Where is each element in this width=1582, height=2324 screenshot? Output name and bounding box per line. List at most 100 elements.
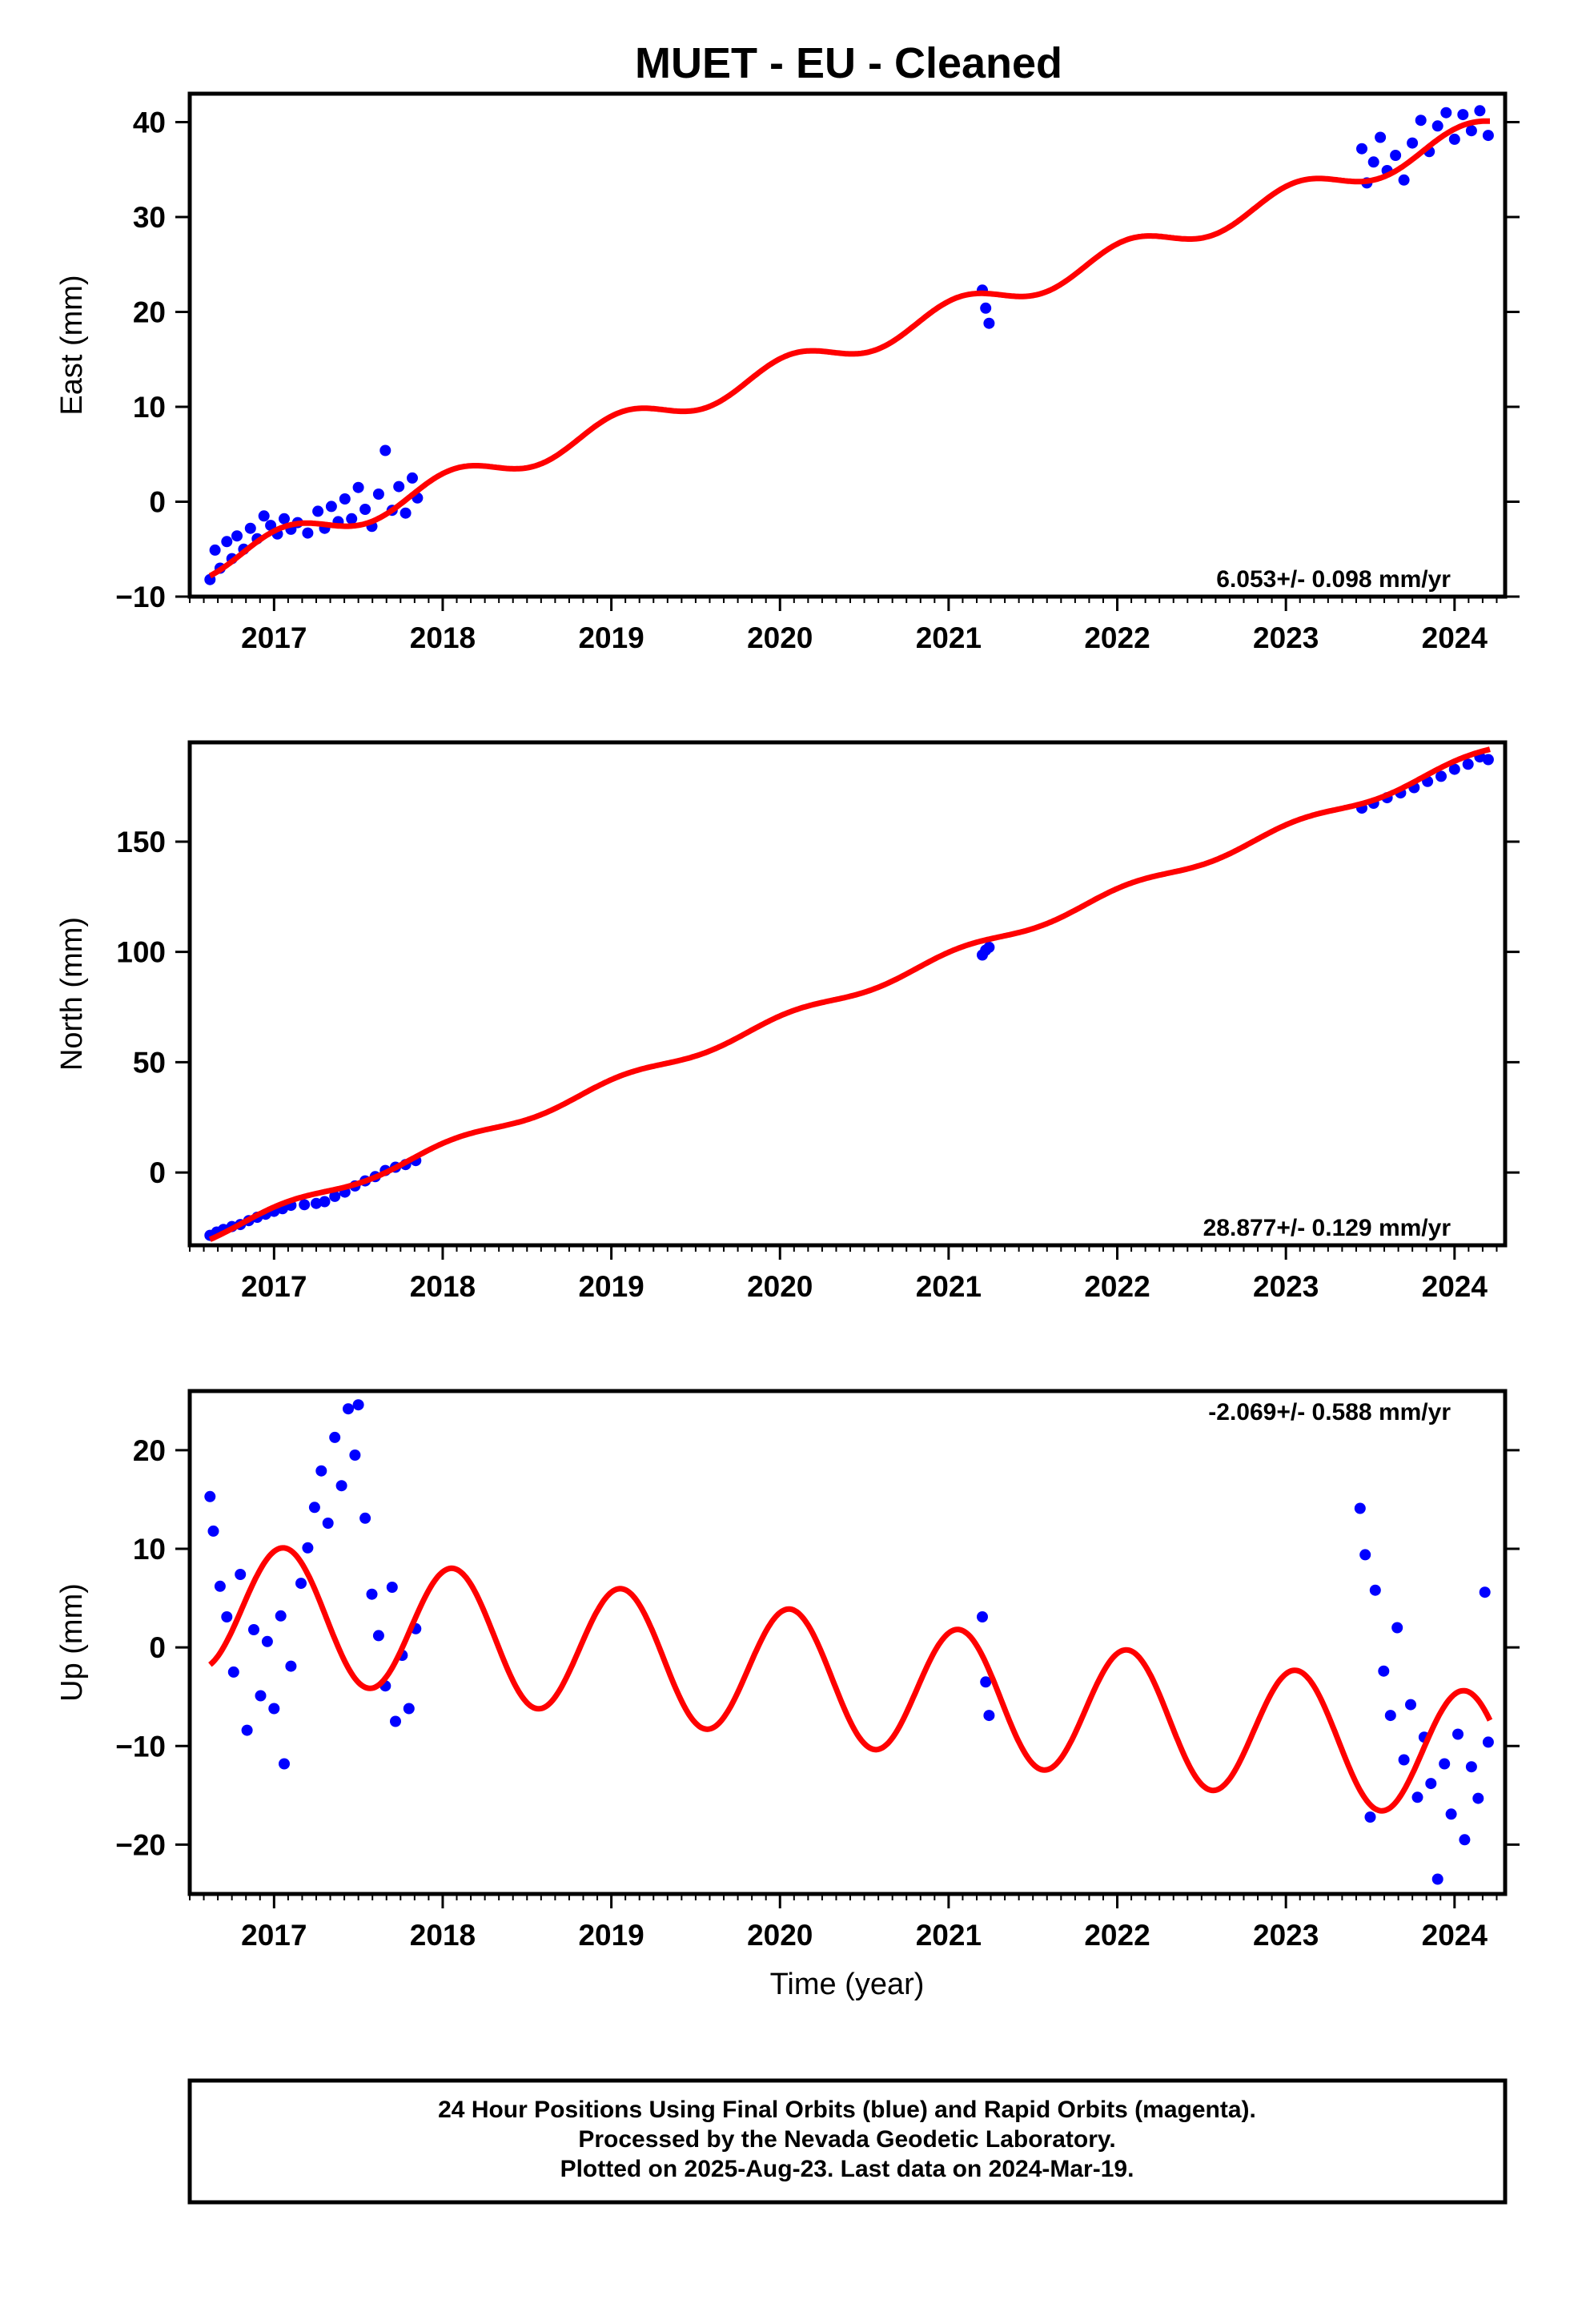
up-observation-point xyxy=(352,1399,364,1411)
east-observation-point xyxy=(1465,125,1477,137)
east-observation-point xyxy=(1356,143,1367,155)
up-observation-point xyxy=(1384,1710,1396,1722)
up-observation-point xyxy=(977,1611,988,1622)
up-model-fit-line xyxy=(208,1545,1493,1814)
up-observation-point xyxy=(403,1703,415,1715)
east-observation-point xyxy=(1375,131,1387,143)
east-x-tick-label: 2017 xyxy=(241,621,307,654)
up-observation-point xyxy=(1472,1792,1484,1804)
north-observation-point xyxy=(1482,754,1494,766)
east-observation-point xyxy=(231,530,243,542)
north-x-tick-label: 2021 xyxy=(916,1270,982,1303)
east-observation-point xyxy=(983,317,995,329)
north-observation-point xyxy=(299,1199,311,1211)
north-observation-point xyxy=(1448,763,1460,775)
up-y-tick-label: 0 xyxy=(149,1631,166,1664)
up-observation-point xyxy=(343,1403,354,1415)
east-y-tick-label: 10 xyxy=(133,391,166,424)
north-observation-point xyxy=(1435,770,1447,782)
up-observation-point xyxy=(315,1465,327,1477)
up-y-tick-label: 10 xyxy=(133,1533,166,1566)
up-observation-point xyxy=(227,1666,239,1678)
east-observation-point xyxy=(346,513,358,525)
up-observation-point xyxy=(1359,1549,1371,1561)
up-observation-point xyxy=(1479,1586,1491,1598)
up-observation-point xyxy=(241,1724,253,1736)
north-y-tick-label: 150 xyxy=(116,826,166,858)
up-observation-point xyxy=(275,1610,287,1622)
up-observation-point xyxy=(329,1431,341,1443)
east-observation-point xyxy=(221,536,233,548)
up-rate-label: -2.069+/- 0.588 mm/yr xyxy=(1208,1399,1451,1425)
up-x-tick-label: 2019 xyxy=(578,1919,644,1952)
up-observation-point xyxy=(1459,1834,1471,1846)
east-observation-point xyxy=(325,501,337,513)
up-observation-point xyxy=(1354,1502,1366,1514)
north-x-tick-label: 2023 xyxy=(1253,1270,1319,1303)
east-y-axis-label: East (mm) xyxy=(55,275,89,415)
east-x-tick-label: 2020 xyxy=(747,621,813,654)
up-observation-point xyxy=(1391,1622,1403,1634)
east-model-fit-line xyxy=(208,118,1490,579)
up-x-tick-label: 2018 xyxy=(410,1919,476,1952)
up-y-tick-label: −10 xyxy=(115,1730,166,1763)
up-y-tick-label: 20 xyxy=(133,1434,166,1467)
east-x-tick-label: 2022 xyxy=(1084,621,1150,654)
up-observation-point xyxy=(285,1660,297,1672)
east-y-tick-label: 0 xyxy=(149,486,166,519)
east-observation-point xyxy=(1457,109,1469,121)
north-y-tick-label: 0 xyxy=(149,1156,166,1189)
up-observation-point xyxy=(279,1758,290,1770)
east-y-tick-label: 20 xyxy=(133,296,166,329)
north-observation-point xyxy=(983,941,995,953)
up-observation-point xyxy=(1482,1736,1494,1748)
east-rate-label: 6.053+/- 0.098 mm/yr xyxy=(1216,566,1451,593)
up-observation-point xyxy=(1425,1778,1437,1790)
up-observation-point xyxy=(359,1512,371,1524)
north-observation-point xyxy=(319,1196,331,1208)
up-observation-point xyxy=(308,1502,320,1514)
north-x-tick-label: 2020 xyxy=(747,1270,813,1303)
north-y-axis: 0 50 100 150 xyxy=(116,826,1520,1189)
up-x-tick-label: 2017 xyxy=(241,1919,307,1952)
east-x-tick-label: 2023 xyxy=(1253,621,1319,654)
up-observation-point xyxy=(386,1582,398,1593)
north-x-axis: 2017 2018 2019 2020 2021 2022 2023 2024 xyxy=(189,1245,1498,1303)
east-observation-point xyxy=(1415,115,1427,127)
east-observation-point xyxy=(379,444,391,456)
up-observation-point xyxy=(207,1525,219,1537)
north-observation-point xyxy=(311,1197,322,1209)
up-observation-point xyxy=(1398,1754,1410,1766)
up-observation-point xyxy=(295,1578,307,1590)
up-observation-point xyxy=(1465,1761,1477,1773)
up-x-tick-label: 2022 xyxy=(1084,1919,1150,1952)
east-observation-point xyxy=(244,522,256,534)
north-y-tick-label: 50 xyxy=(133,1046,166,1079)
up-observation-point xyxy=(983,1710,995,1722)
up-model-fit xyxy=(208,1545,1493,1814)
up-observations xyxy=(204,1399,1494,1885)
up-observation-point xyxy=(204,1490,216,1502)
up-observation-point xyxy=(1452,1728,1464,1740)
north-rate-label: 28.877+/- 0.129 mm/yr xyxy=(1203,1215,1452,1241)
up-y-axis: −20 −10 0 10 20 xyxy=(115,1434,1520,1861)
north-plot-frame xyxy=(187,740,1508,1248)
up-observation-point xyxy=(1369,1584,1381,1596)
up-observation-point xyxy=(268,1703,280,1715)
footer-line-2: Processed by the Nevada Geodetic Laborat… xyxy=(578,2126,1115,2153)
up-observation-point xyxy=(1445,1808,1457,1820)
east-x-tick-label: 2019 xyxy=(578,621,644,654)
up-observation-point xyxy=(1431,1873,1443,1885)
east-observation-point xyxy=(393,480,405,493)
east-y-tick-label: −10 xyxy=(115,581,166,613)
up-observation-point xyxy=(349,1449,361,1461)
up-observation-point xyxy=(366,1588,378,1600)
up-observation-point xyxy=(221,1611,233,1622)
east-observation-point xyxy=(279,513,290,525)
north-y-axis-label: North (mm) xyxy=(55,917,89,1071)
up-observation-point xyxy=(1411,1791,1423,1803)
up-observation-point xyxy=(235,1569,247,1580)
up-observation-point xyxy=(1405,1699,1416,1711)
up-y-tick-label: −20 xyxy=(115,1828,166,1861)
